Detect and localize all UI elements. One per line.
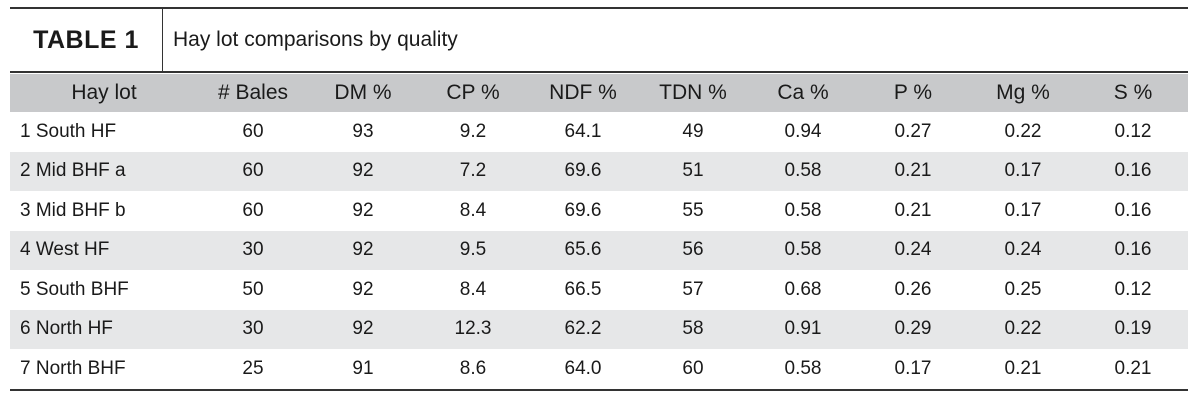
table-title: Hay lot comparisons by quality [173,28,458,51]
title-row: TABLE 1 Hay lot comparisons by quality [10,7,1188,73]
table-row: 6 North HF 30 92 12.3 62.2 58 0.91 0.29 0.22 0.19 [10,309,1188,349]
cell: 0.22 [968,309,1078,349]
cell: 60 [242,120,264,142]
cell: 0.12 [1114,278,1152,300]
cell: 0.12 [1114,120,1152,142]
row-label: 1 South HF [20,120,117,142]
cell: 0.26 [894,278,932,300]
column-header: # Bales [198,74,308,112]
cell: 69.6 [564,199,602,221]
cell: 92 [352,278,374,300]
cell: 12.3 [418,309,528,349]
cell: 0.17 [1004,199,1042,221]
table-label: TABLE 1 [10,9,163,71]
cell: 0.19 [1078,309,1188,349]
cell: 69.6 [528,151,638,191]
cell: 0.21 [1004,357,1042,379]
cell: 92 [352,199,374,221]
cell: 0.16 [1114,199,1152,221]
cell: 65.6 [528,230,638,270]
header-row: Hay lot # Bales DM % CP % NDF % TDN % Ca % P % M… [10,74,1188,112]
cell: 0.58 [784,199,822,221]
cell: 0.94 [784,120,822,142]
column-header: Ca % [748,74,858,112]
column-header: CP % [418,74,528,112]
cell: 0.68 [784,278,822,300]
column-header: TDN % [638,74,748,112]
cell: 7.2 [418,151,528,191]
cell: 8.4 [459,199,487,221]
cell: 25 [242,357,264,379]
cell: 64.0 [564,357,602,379]
table-row: 4 West HF 30 92 9.5 65.6 56 0.58 0.24 0.24 0.16 [10,230,1188,270]
cell: 91 [352,357,374,379]
cell: 0.58 [748,230,858,270]
cell: 0.27 [894,120,932,142]
cell: 9.5 [418,230,528,270]
table-head: Hay lot # Bales DM % CP % NDF % TDN % Ca % P % M… [10,74,1188,112]
cell: 30 [198,309,308,349]
cell: 0.21 [1114,357,1152,379]
cell: 0.24 [968,230,1078,270]
table-row: 7 North BHF 25 91 8.6 64.0 60 0.58 0.17 0.21 0.21 [10,349,1188,390]
cell: 92 [308,151,418,191]
column-header: Hay lot [10,74,198,112]
cell: 92 [308,309,418,349]
cell: 60 [198,151,308,191]
cell: 0.58 [748,151,858,191]
table-row: 3 Mid BHF b 60 92 8.4 69.6 55 0.58 0.21 0.17 0.16 [10,191,1188,231]
row-label: 3 Mid BHF b [20,199,126,221]
table-row: 2 Mid BHF a 60 92 7.2 69.6 51 0.58 0.21 0.17 0.16 [10,151,1188,191]
table-row: 5 South BHF 50 92 8.4 66.5 57 0.68 0.26 0.25 0.12 [10,270,1188,310]
column-header: P % [858,74,968,112]
cell: 8.6 [459,357,487,379]
cell: 0.29 [858,309,968,349]
cell: 57 [682,278,704,300]
cell: 0.22 [1004,120,1042,142]
cell: 62.2 [528,309,638,349]
cell: 64.1 [564,120,602,142]
table-container: TABLE 1 Hay lot comparisons by quality H… [10,7,1188,391]
row-label: 2 Mid BHF a [10,151,198,191]
cell: 0.21 [858,151,968,191]
cell: 93 [352,120,374,142]
cell: 30 [198,230,308,270]
cell: 50 [242,278,264,300]
cell: 9.2 [459,120,487,142]
column-header: DM % [308,74,418,112]
row-label: 7 North BHF [20,357,126,379]
table-body: 1 South HF 60 93 9.2 64.1 49 0.94 0.27 0.22 0.12 2… [10,112,1188,390]
column-header: S % [1078,74,1188,112]
cell: 0.16 [1078,151,1188,191]
cell: 8.4 [459,278,487,300]
cell: 60 [682,357,704,379]
row-label: 4 West HF [10,230,198,270]
cell: 56 [638,230,748,270]
column-header: NDF % [528,74,638,112]
cell: 55 [682,199,704,221]
table-row: 1 South HF 60 93 9.2 64.1 49 0.94 0.27 0.22 0.12 [10,112,1188,152]
cell: 0.58 [784,357,822,379]
cell: 0.17 [968,151,1078,191]
row-label: 5 South BHF [20,278,129,300]
cell: 66.5 [564,278,602,300]
cell: 58 [638,309,748,349]
cell: 0.21 [894,199,932,221]
cell: 0.17 [894,357,932,379]
cell: 0.16 [1078,230,1188,270]
cell: 0.25 [1004,278,1042,300]
cell: 0.91 [748,309,858,349]
column-header: Mg % [968,74,1078,112]
cell: 49 [682,120,704,142]
row-label: 6 North HF [10,309,198,349]
cell: 51 [638,151,748,191]
cell: 92 [308,230,418,270]
cell: 0.24 [858,230,968,270]
data-table: Hay lot # Bales DM % CP % NDF % TDN % Ca % P % M… [10,74,1188,391]
cell: 60 [242,199,264,221]
